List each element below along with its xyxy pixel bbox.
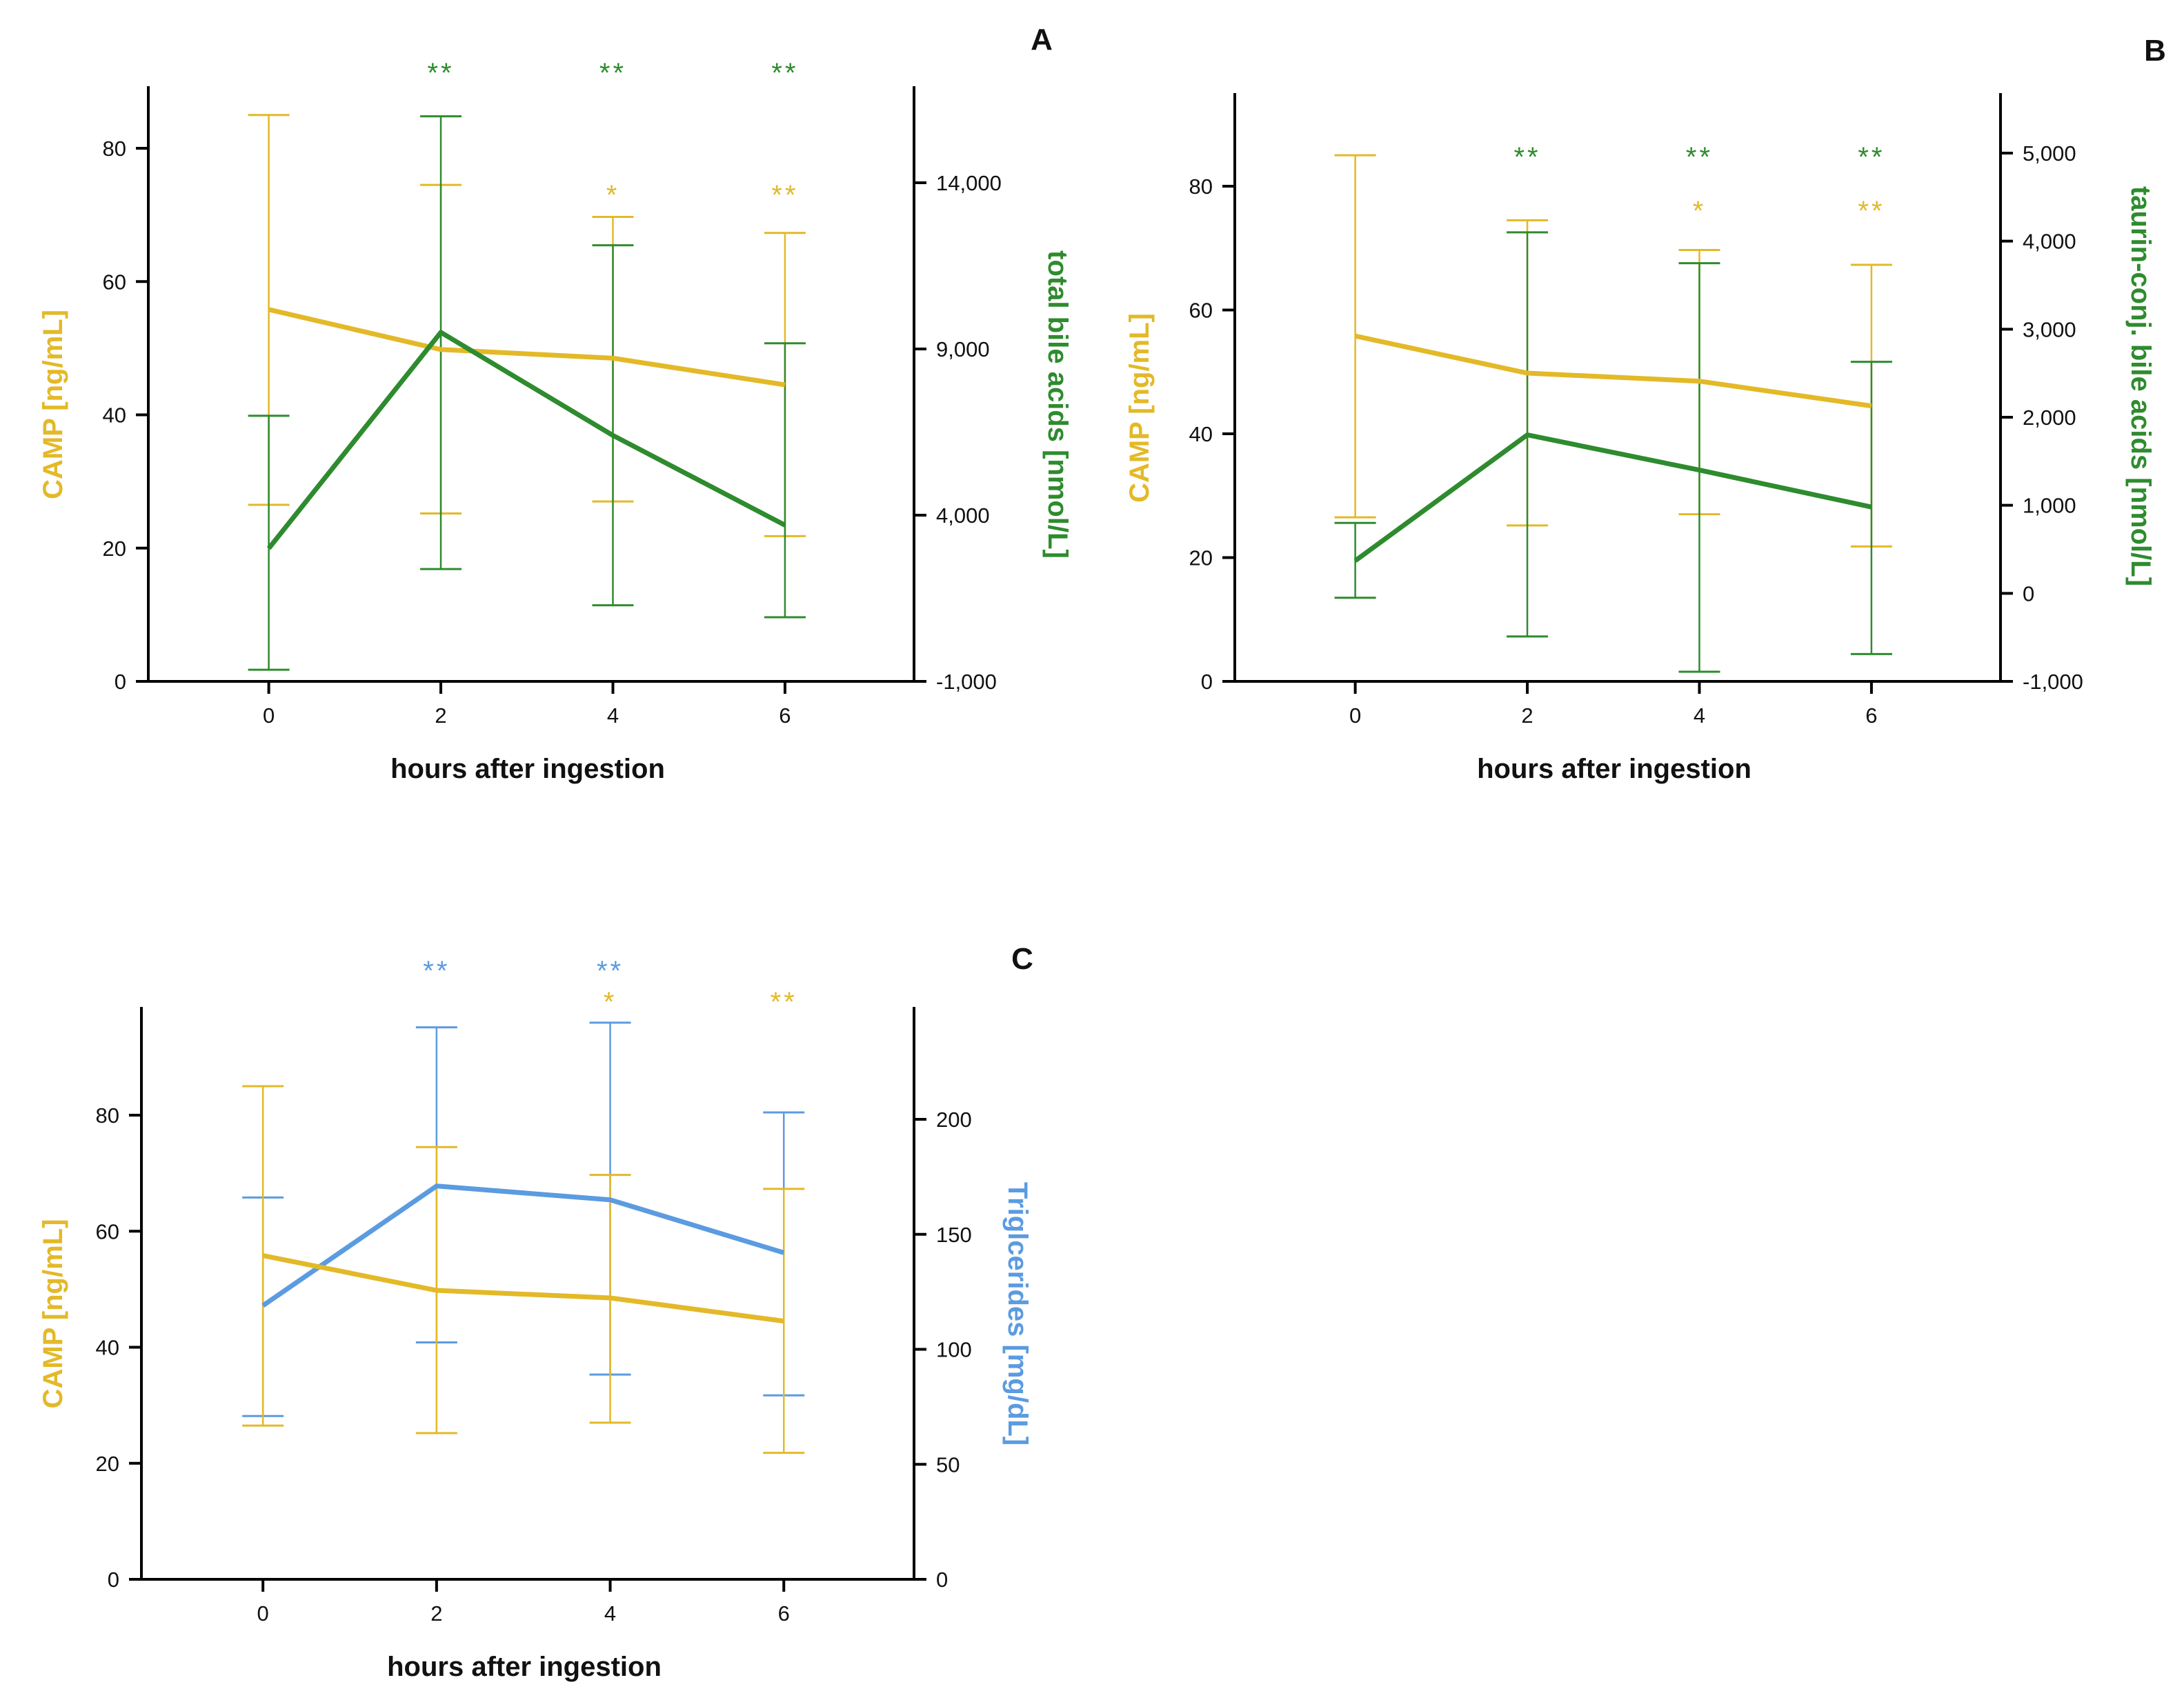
left-tick-label: 80 [96, 1103, 119, 1128]
x-tick-label: 2 [1521, 703, 1533, 728]
series-line [261, 1183, 785, 1308]
right-tick-label: 14,000 [936, 171, 1002, 195]
right-tick-label: 4,000 [2023, 230, 2076, 254]
x-tick-label: 0 [257, 1601, 269, 1626]
series-line [268, 307, 786, 388]
left-tick-label: 0 [108, 1568, 119, 1592]
right-tick-label: 5,000 [2023, 141, 2076, 166]
right-tick-label: -1,000 [2023, 670, 2083, 694]
x-tick-label: 0 [1349, 703, 1361, 728]
left-tick-label: 40 [103, 403, 126, 428]
left-tick-label: 60 [96, 1219, 119, 1243]
significance-label: ** [1858, 142, 1885, 172]
right-tick-label: -1,000 [936, 670, 997, 694]
series-line [266, 330, 786, 550]
right-tick-label: 200 [936, 1108, 972, 1132]
series-line [1353, 432, 1872, 563]
x-tick-label: 6 [778, 1601, 790, 1626]
right-tick-label: 0 [2023, 581, 2034, 606]
significance-label: ** [599, 58, 626, 88]
x-tick-label: 2 [430, 1601, 442, 1626]
left-tick-label: 60 [103, 270, 126, 294]
panel-label: C [1011, 942, 1033, 976]
x-tick-label: 6 [1865, 703, 1877, 728]
left-tick-label: 40 [96, 1336, 119, 1360]
left-axis-label: CAMP [ng/mL] [38, 310, 68, 499]
left-axis-label: CAMP [ng/mL] [38, 1219, 68, 1409]
x-tick-label: 4 [604, 1601, 616, 1626]
right-tick-label: 1,000 [2023, 494, 2076, 518]
left-tick-label: 80 [103, 137, 126, 161]
significance-label: ** [771, 58, 798, 88]
right-tick-label: 3,000 [2023, 317, 2076, 341]
right-tick-label: 50 [936, 1452, 960, 1477]
x-axis-label: hours after ingestion [387, 1652, 662, 1682]
significance-label: ** [1858, 196, 1885, 226]
panel-label: A [1031, 23, 1053, 57]
series-total-bile-acids [248, 115, 806, 671]
right-tick-label: 4,000 [936, 503, 990, 528]
significance-label: * [1693, 196, 1707, 226]
left-tick-label: 0 [115, 670, 126, 694]
right-axis-label: total bile acids [nmol/L] [1042, 250, 1073, 559]
right-tick-label: 100 [936, 1338, 972, 1362]
x-tick-label: 4 [1694, 703, 1705, 728]
right-tick-label: 150 [936, 1223, 972, 1247]
panel-label: B [2144, 34, 2166, 68]
left-tick-label: 60 [1189, 299, 1213, 323]
significance-label: ** [771, 180, 798, 210]
significance-label: ** [1513, 142, 1540, 172]
x-axis-label: hours after ingestion [390, 754, 665, 784]
x-tick-label: 0 [263, 703, 275, 728]
significance-label: * [604, 987, 617, 1017]
significance-label: ** [423, 956, 450, 986]
series-triglcerides [242, 1021, 805, 1417]
left-tick-label: 40 [1189, 422, 1213, 446]
right-tick-label: 2,000 [2023, 406, 2076, 430]
right-tick-label: 0 [936, 1568, 948, 1592]
right-axis-label: Triglcerides [mg/dL] [1002, 1182, 1033, 1446]
significance-label: ** [597, 956, 624, 986]
x-tick-label: 6 [779, 703, 791, 728]
right-tick-label: 9,000 [936, 337, 990, 361]
significance-label: ** [771, 987, 797, 1017]
left-tick-label: 0 [1201, 670, 1213, 694]
left-tick-label: 20 [96, 1452, 119, 1476]
chart-panel-a: 0 20 40 60 80 -1,000 4,000 9,000 14,000 0 2 4 6 hours… [38, 23, 1073, 784]
left-axis-label: CAMP [ng/mL] [1124, 313, 1155, 503]
chart-panel-c: 0 20 40 60 80 0 50 100 150 200 0 2 4 6 hours after ing… [38, 942, 1033, 1682]
x-tick-label: 2 [435, 703, 446, 728]
significance-label: * [606, 180, 620, 210]
significance-label: ** [1686, 142, 1713, 172]
series-line [1354, 333, 1872, 409]
left-tick-label: 20 [1189, 546, 1213, 570]
significance-label: ** [427, 58, 454, 88]
right-axis-label: taurin-conj. bile acids [nmol/L] [2125, 186, 2156, 586]
left-tick-label: 80 [1189, 174, 1213, 199]
chart-panel-b: 020406080-1,00001,0002,0003,0004,0005,00… [1124, 34, 2166, 784]
x-axis-label: hours after ingestion [1477, 754, 1751, 784]
x-tick-label: 4 [607, 703, 619, 728]
left-tick-label: 20 [103, 537, 126, 561]
series-line [262, 1253, 784, 1324]
